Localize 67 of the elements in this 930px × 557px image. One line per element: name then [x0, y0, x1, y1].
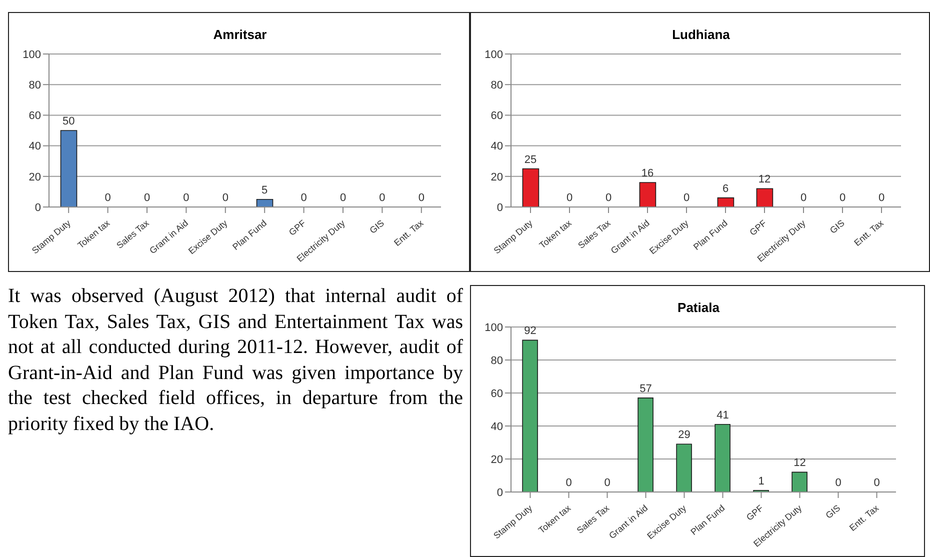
y-tick-label: 100: [484, 48, 503, 61]
x-tick-label: Entt. Tax: [847, 502, 881, 534]
data-label: 16: [641, 168, 654, 180]
data-label: 92: [524, 325, 536, 338]
y-tick-label: 40: [28, 140, 41, 153]
y-tick-label: 100: [484, 322, 503, 334]
y-tick-label: 80: [490, 80, 503, 92]
bar: [717, 197, 734, 207]
y-tick-label: 20: [28, 171, 41, 184]
bar: [714, 424, 730, 492]
bar: [522, 340, 538, 492]
y-tick-label: 0: [34, 202, 41, 214]
data-label: 25: [524, 154, 537, 166]
data-label: 0: [144, 192, 150, 204]
data-label: 0: [605, 192, 612, 204]
y-tick-label: 40: [490, 140, 503, 153]
data-label: 12: [758, 174, 771, 186]
data-label: 0: [835, 477, 842, 489]
data-label: 0: [418, 192, 424, 204]
data-label: 12: [794, 457, 806, 470]
y-tick-label: 40: [490, 420, 503, 433]
chart-title: Ludhiana: [671, 27, 731, 42]
data-label: 0: [379, 192, 386, 204]
y-tick-label: 80: [490, 354, 503, 367]
y-tick-label: 60: [490, 110, 503, 122]
bar: [676, 444, 692, 492]
y-tick-label: 80: [28, 80, 41, 92]
data-label: 57: [640, 382, 652, 395]
y-tick-label: 20: [490, 171, 503, 184]
data-label: 0: [604, 477, 610, 489]
x-tick-label: Entt. Tax: [852, 218, 886, 248]
bar: [756, 188, 774, 207]
chart-title: Patiala: [676, 300, 720, 315]
data-label: 0: [839, 192, 846, 204]
data-label: 0: [566, 477, 572, 489]
text: It was observed (August 2012) that internal audit of Token Tax, Sales Tax, GIS and Entertainment Tax was not at all conducted during 2011-12. However, audit of Grant-in-Aid and Plan Fund was given importance by the test checked field offices, in departure from the priority fixed by the IAO.: [8, 284, 463, 436]
bar: [522, 168, 540, 207]
data-label: 0: [874, 477, 880, 489]
y-tick-label: 60: [490, 388, 503, 400]
y-tick-label: 60: [28, 110, 41, 122]
y-tick-label: 100: [22, 48, 41, 61]
data-label: 0: [878, 192, 885, 204]
y-tick-label: 0: [496, 486, 503, 499]
data-label: 1: [758, 475, 764, 488]
data-label: 29: [678, 429, 690, 442]
data-label: 41: [716, 409, 729, 422]
y-tick-label: 20: [490, 454, 503, 466]
x-tick-label: GIS: [828, 218, 846, 236]
data-label: 6: [722, 182, 729, 195]
data-label: 0: [566, 192, 573, 204]
x-tick-label: GIS: [824, 502, 842, 521]
chart-title: Amritsar: [212, 27, 268, 42]
data-label: 5: [262, 184, 268, 196]
bar: [638, 398, 654, 492]
y-tick-label: 0: [496, 202, 503, 214]
x-tick-label: GIS: [368, 218, 386, 236]
data-label: 0: [683, 192, 690, 204]
bar: [792, 472, 808, 492]
x-tick-label: Entt. Tax: [392, 218, 426, 248]
data-label: 50: [62, 116, 75, 128]
data-label: 0: [800, 192, 807, 204]
data-label: 0: [104, 192, 111, 204]
data-label: 0: [222, 192, 228, 204]
data-label: 0: [340, 192, 346, 204]
data-label: 0: [183, 192, 190, 204]
bar: [639, 182, 656, 207]
data-label: 0: [300, 192, 307, 204]
